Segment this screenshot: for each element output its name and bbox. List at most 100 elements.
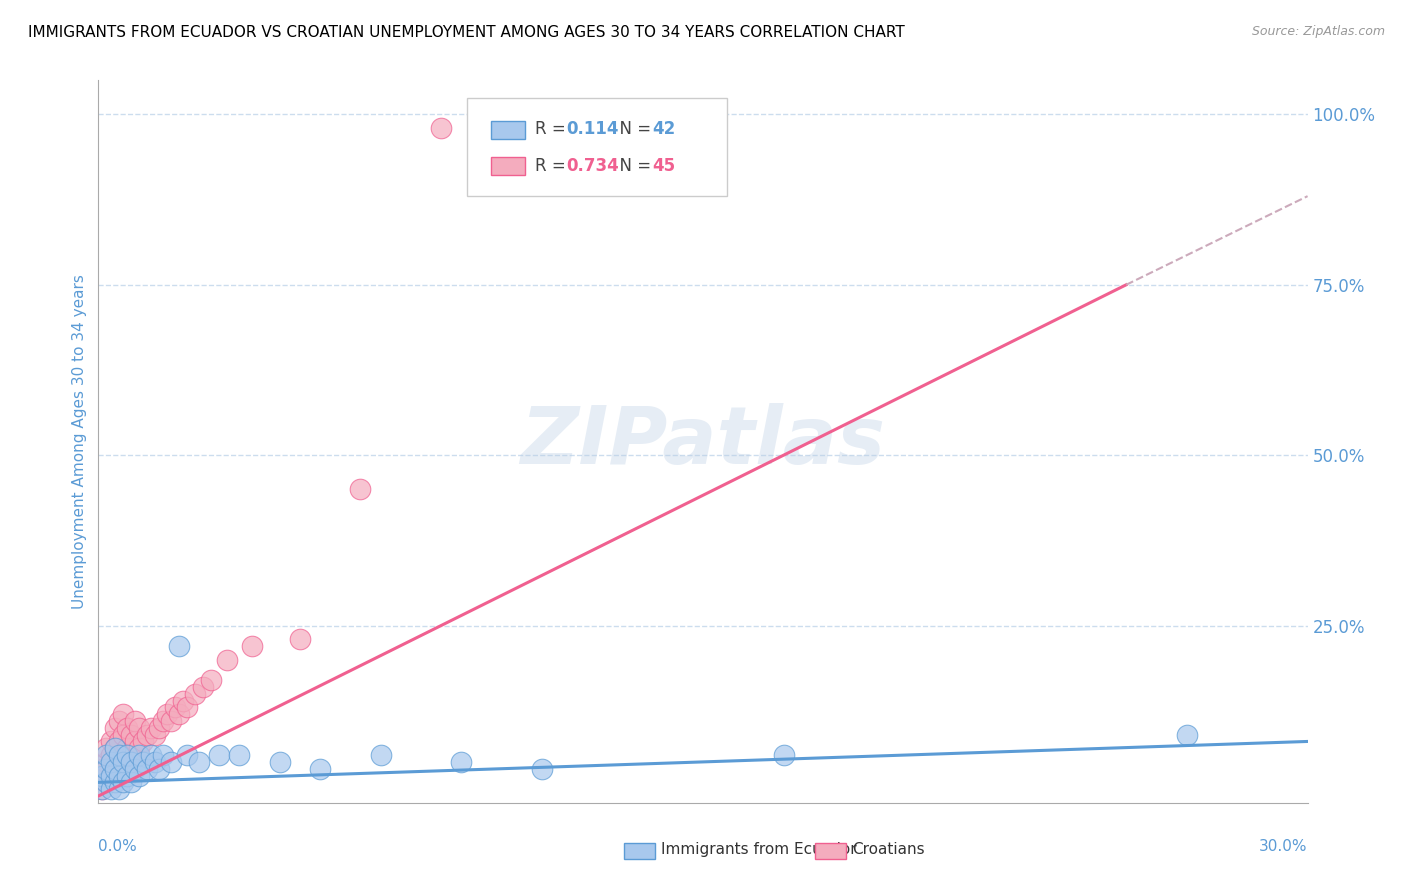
Point [120, 748, 142, 763]
Text: R =: R = [534, 156, 571, 175]
Point [240, 639, 263, 653]
Point [176, 700, 198, 714]
Point [124, 714, 146, 728]
Point [172, 693, 194, 707]
Point [96, 741, 118, 756]
Point [143, 755, 166, 769]
Point [91, 768, 114, 782]
Point [124, 762, 146, 776]
FancyBboxPatch shape [467, 98, 727, 196]
Text: 0.734: 0.734 [567, 156, 619, 175]
Point [120, 728, 142, 742]
Y-axis label: Unemployment Among Ages 30 to 34 years: Unemployment Among Ages 30 to 34 years [72, 274, 87, 609]
Point [100, 755, 122, 769]
Point [103, 762, 125, 776]
FancyBboxPatch shape [492, 157, 526, 175]
Point [152, 714, 174, 728]
Text: 0.0%: 0.0% [98, 838, 138, 854]
Point [772, 748, 794, 763]
Point [152, 748, 174, 763]
Point [107, 734, 129, 748]
Point [160, 714, 183, 728]
Point [103, 721, 125, 735]
Point [115, 768, 138, 782]
Text: IMMIGRANTS FROM ECUADOR VS CROATIAN UNEMPLOYMENT AMONG AGES 30 TO 34 YEARS CORRE: IMMIGRANTS FROM ECUADOR VS CROATIAN UNEM… [28, 25, 905, 40]
Point [120, 775, 142, 789]
Point [96, 775, 118, 789]
Point [103, 741, 125, 756]
Point [160, 755, 183, 769]
Point [163, 700, 186, 714]
Point [135, 728, 157, 742]
Point [184, 687, 207, 701]
Point [124, 734, 146, 748]
Point [100, 782, 122, 797]
Text: 0.114: 0.114 [567, 120, 619, 138]
Point [167, 639, 190, 653]
Point [103, 775, 125, 789]
Point [128, 748, 150, 763]
Point [200, 673, 222, 687]
Point [91, 762, 114, 776]
Point [107, 748, 129, 763]
Point [96, 755, 118, 769]
FancyBboxPatch shape [624, 843, 655, 859]
Point [135, 762, 157, 776]
Point [450, 755, 472, 769]
Point [167, 707, 190, 722]
Point [156, 707, 179, 722]
Point [143, 728, 166, 742]
Point [349, 482, 371, 496]
Point [100, 734, 122, 748]
Point [100, 768, 122, 782]
Point [530, 762, 553, 776]
Point [120, 755, 142, 769]
Point [91, 782, 114, 797]
Text: Croatians: Croatians [852, 842, 924, 857]
Point [107, 714, 129, 728]
Point [107, 768, 129, 782]
Point [115, 748, 138, 763]
Point [107, 755, 129, 769]
Point [188, 755, 211, 769]
Point [309, 762, 332, 776]
Text: 42: 42 [652, 120, 675, 138]
Point [128, 768, 150, 782]
Point [115, 721, 138, 735]
Point [103, 741, 125, 756]
Point [1175, 728, 1198, 742]
Point [132, 734, 155, 748]
Point [111, 707, 134, 722]
FancyBboxPatch shape [492, 120, 526, 139]
Point [107, 782, 129, 797]
Text: 45: 45 [652, 156, 675, 175]
Point [228, 748, 250, 763]
Point [208, 748, 231, 763]
Point [111, 728, 134, 742]
Text: 30.0%: 30.0% [1260, 838, 1308, 854]
Point [100, 768, 122, 782]
Point [96, 748, 118, 763]
Point [115, 741, 138, 756]
Point [148, 721, 170, 735]
Point [139, 748, 162, 763]
Point [176, 748, 198, 763]
Point [96, 762, 118, 776]
Text: ZIPatlas: ZIPatlas [520, 402, 886, 481]
Point [430, 120, 453, 135]
Text: N =: N = [609, 156, 657, 175]
Point [128, 741, 150, 756]
Point [91, 782, 114, 797]
Point [269, 755, 291, 769]
Text: Immigrants from Ecuador: Immigrants from Ecuador [661, 842, 856, 857]
Point [148, 762, 170, 776]
Point [217, 653, 239, 667]
Point [193, 680, 215, 694]
Text: Source: ZipAtlas.com: Source: ZipAtlas.com [1251, 25, 1385, 38]
Point [103, 762, 125, 776]
Point [288, 632, 311, 647]
FancyBboxPatch shape [815, 843, 845, 859]
Point [111, 748, 134, 763]
Text: R =: R = [534, 120, 571, 138]
Point [139, 721, 162, 735]
